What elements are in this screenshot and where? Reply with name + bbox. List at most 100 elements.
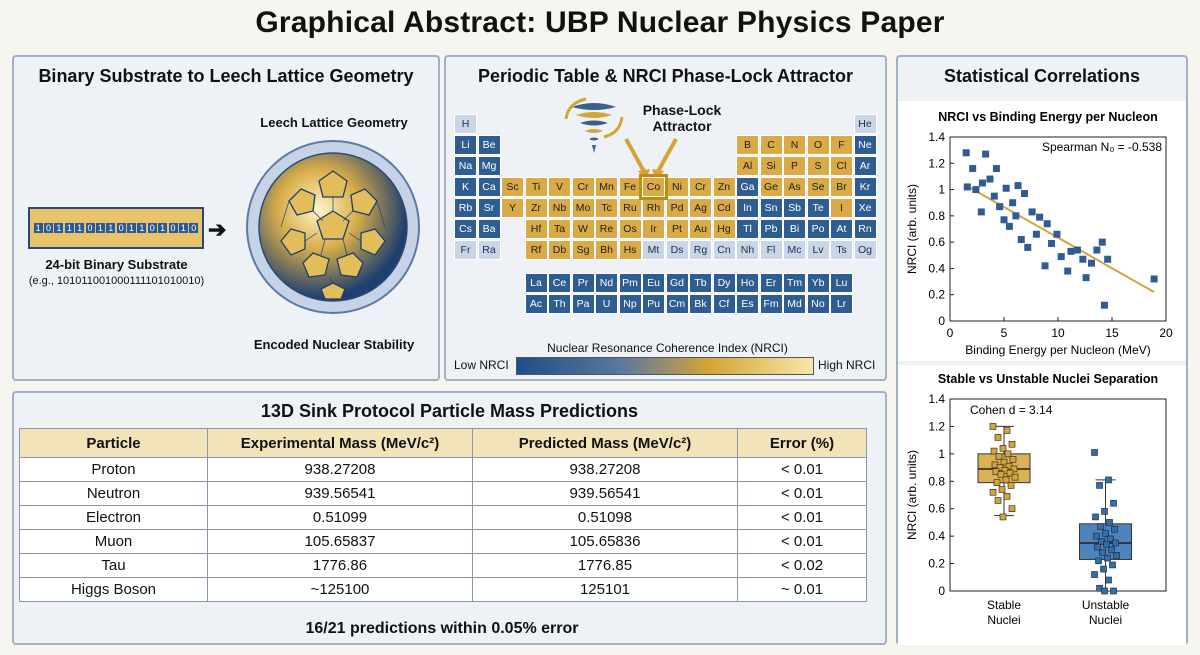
element-cd: Cd — [712, 198, 736, 218]
element-se: Se — [806, 177, 830, 197]
box-point-0-19 — [1002, 476, 1010, 484]
bit-8: 0 — [116, 223, 126, 233]
box-point-1-22 — [1100, 565, 1107, 573]
element-db: Db — [548, 240, 571, 260]
table-row: Proton 938.27208 938.27208 < 0.01 — [19, 457, 867, 482]
element-o: O — [806, 135, 830, 155]
element-te: Te — [806, 198, 830, 218]
cell-error: < 0.02 — [737, 553, 867, 578]
element-lu: Lu — [830, 273, 853, 293]
element-ir: Ir — [642, 219, 665, 239]
x-tick-label-2: 10 — [1051, 326, 1065, 340]
substrate-example: (e.g., 101011001000111101010010) — [28, 275, 205, 287]
scatter-point-4 — [977, 208, 985, 216]
high-nrci-label: High NRCI — [818, 358, 876, 372]
box-y-tick-label-7: 1.4 — [928, 392, 945, 406]
box-point-0-24 — [1003, 493, 1011, 500]
bit-0: 1 — [33, 223, 43, 233]
bit-2: 1 — [54, 223, 64, 233]
element-ti: Ti — [524, 177, 548, 197]
bit-10: 1 — [137, 223, 147, 233]
scatter-point-3 — [972, 186, 980, 194]
element-cn: Cn — [712, 240, 736, 260]
table-row: Neutron 939.56541 939.56541 < 0.01 — [19, 481, 867, 506]
category-label-1-1: Nuclei — [1089, 613, 1122, 627]
element-ho: Ho — [736, 273, 759, 293]
scatter-point-6 — [978, 179, 986, 187]
element-he: He — [853, 114, 877, 134]
box-point-0-17 — [997, 471, 1005, 478]
scatter-point-34 — [1093, 246, 1101, 254]
scatter-point-29 — [1067, 247, 1075, 255]
box-point-0-18 — [1011, 473, 1019, 481]
cell-error: < 0.01 — [737, 457, 867, 482]
box-y-tick-label-2: 0.4 — [928, 529, 945, 543]
cell-particle: Proton — [19, 457, 208, 482]
scatter-point-9 — [992, 165, 1000, 173]
scatter-point-10 — [996, 203, 1004, 211]
bit-6: 1 — [95, 223, 105, 233]
element-bh: Bh — [595, 240, 618, 260]
element-nb: Nb — [548, 198, 571, 218]
y-axis-label: NRCI (arb. units) — [905, 184, 919, 274]
element-ag: Ag — [689, 198, 712, 218]
box-point-1-0 — [1091, 449, 1098, 456]
element-no: No — [806, 294, 830, 314]
element-tc: Tc — [595, 198, 618, 218]
box-point-0-7 — [995, 453, 1003, 460]
box-y-tick-label-3: 0.6 — [928, 502, 945, 516]
lattice-label: Leech Lattice Geometry — [260, 115, 408, 130]
box-point-1-9 — [1102, 530, 1109, 537]
element-mc: Mc — [783, 240, 806, 260]
element-pm: Pm — [618, 273, 642, 293]
mass-table: Particle Experimental Mass (MeV/c²) Pred… — [19, 428, 867, 602]
scatter-chart: NRCI vs Binding Energy per Nucleon 0 0.2 0.… — [898, 101, 1186, 361]
scatter-point-7 — [986, 175, 994, 183]
scatter-title: NRCI vs Binding Energy per Nucleon — [938, 110, 1157, 124]
element-na: Na — [454, 156, 477, 176]
box-frame — [949, 398, 1167, 592]
element-ca: Ca — [477, 177, 501, 197]
element-mg: Mg — [477, 156, 501, 176]
box-point-1-20 — [1095, 557, 1102, 565]
scatter-point-37 — [1100, 301, 1108, 309]
scatter-point-8 — [990, 192, 998, 200]
element-ru: Ru — [618, 198, 642, 218]
element-li: Li — [454, 135, 477, 155]
category-label-0-1: Nuclei — [987, 613, 1020, 627]
table-row: Muon 105.65837 105.65836 < 0.01 — [19, 529, 867, 554]
box-y-tick-label-6: 1.2 — [928, 419, 945, 433]
x-tick-label-1: 5 — [1001, 326, 1008, 340]
scatter-point-16 — [1014, 182, 1022, 190]
scatter-point-25 — [1048, 239, 1056, 247]
box-point-0-16 — [1006, 469, 1014, 477]
bit-1: 0 — [44, 223, 54, 233]
element-fl: Fl — [759, 240, 783, 260]
box-y-tick-label-4: 0.8 — [928, 474, 945, 488]
element-w: W — [571, 219, 595, 239]
category-label-0-0: Stable — [987, 598, 1021, 612]
element-fr: Fr — [454, 240, 477, 260]
element-bk: Bk — [689, 294, 712, 314]
cell-particle: Muon — [19, 529, 208, 554]
scatter-point-36 — [1104, 255, 1112, 263]
element-y: Y — [501, 198, 524, 218]
element-be: Be — [477, 135, 501, 155]
element-pr: Pr — [571, 273, 595, 293]
nrci-colorbar — [516, 357, 814, 375]
periodic-panel: Periodic Table & NRCI Phase-Lock Attract… — [444, 55, 887, 381]
element-al: Al — [736, 156, 759, 176]
bit-14: 1 — [178, 223, 188, 233]
element-cr: Cr — [689, 177, 712, 197]
table-header-row: Particle Experimental Mass (MeV/c²) Pred… — [19, 428, 867, 458]
x-axis-label: Binding Energy per Nucleon (MeV) — [965, 343, 1150, 357]
box-point-1-7 — [1097, 523, 1104, 530]
x-tick-label-4: 20 — [1159, 326, 1173, 340]
element-rg: Rg — [689, 240, 712, 260]
element-pb: Pb — [759, 219, 783, 239]
bit-strip: 1 0 1 1 1 0 1 1 0 1 1 0 1 0 1 0 — [28, 207, 204, 249]
element-ne: Ne — [853, 135, 877, 155]
stats-panel: Statistical Correlations NRCI vs Binding… — [896, 55, 1188, 645]
box-point-0-22 — [998, 486, 1006, 493]
box-point-1-24 — [1105, 576, 1112, 584]
